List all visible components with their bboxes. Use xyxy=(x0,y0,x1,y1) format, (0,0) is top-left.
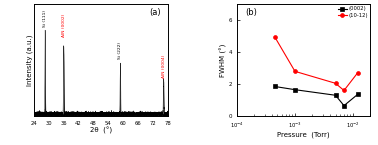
Text: AlN (0002): AlN (0002) xyxy=(62,13,66,37)
X-axis label: 2θ  (°): 2θ (°) xyxy=(90,127,112,134)
Line: (10-12): (10-12) xyxy=(273,35,359,92)
Y-axis label: Intensity (a.u.): Intensity (a.u.) xyxy=(26,34,33,86)
(0002) xyxy=(273,86,277,87)
(0002) xyxy=(333,94,338,96)
(10-12) xyxy=(355,72,360,74)
Legend: (0002), (10-12): (0002), (10-12) xyxy=(337,6,369,18)
Text: AlN (0004): AlN (0004) xyxy=(161,55,166,78)
(10-12) xyxy=(342,90,346,91)
(0002) xyxy=(342,105,346,106)
(0002) xyxy=(355,94,360,95)
Text: (b): (b) xyxy=(245,8,257,17)
(10-12) xyxy=(293,70,297,72)
(10-12) xyxy=(333,82,338,84)
Text: Si (222): Si (222) xyxy=(118,42,122,59)
X-axis label: Pressure  (Torr): Pressure (Torr) xyxy=(277,132,330,138)
(0002) xyxy=(293,89,297,90)
(10-12) xyxy=(273,36,277,38)
Line: (0002): (0002) xyxy=(273,85,359,107)
Text: Si (111): Si (111) xyxy=(43,10,47,27)
Text: (a): (a) xyxy=(149,8,161,17)
Y-axis label: FWHM (°): FWHM (°) xyxy=(220,44,227,77)
